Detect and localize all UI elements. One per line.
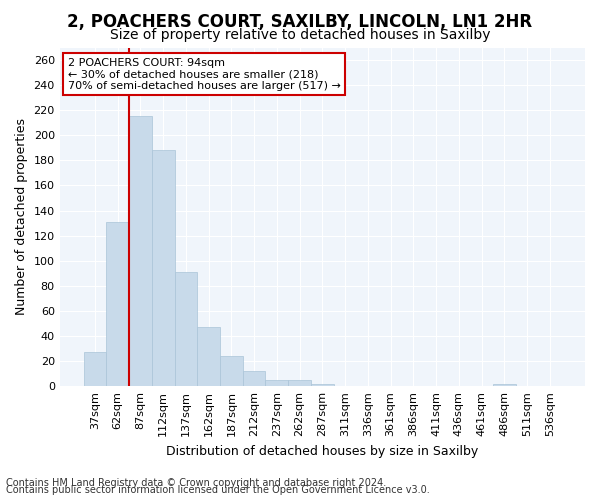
Bar (197, 327, 220, 386)
Bar (106, 222, 129, 386)
Bar (288, 380, 311, 386)
Text: 2, POACHERS COURT, SAXILBY, LINCOLN, LN1 2HR: 2, POACHERS COURT, SAXILBY, LINCOLN, LN1… (67, 12, 533, 30)
Bar (311, 384, 334, 386)
Text: 2 POACHERS COURT: 94sqm
← 30% of detached houses are smaller (218)
70% of semi-d: 2 POACHERS COURT: 94sqm ← 30% of detache… (68, 58, 340, 91)
Bar (243, 371, 265, 386)
Bar (265, 380, 288, 386)
Text: Contains HM Land Registry data © Crown copyright and database right 2024.: Contains HM Land Registry data © Crown c… (6, 478, 386, 488)
Text: Size of property relative to detached houses in Saxilby: Size of property relative to detached ho… (110, 28, 490, 42)
Bar (83, 352, 106, 386)
Bar (152, 150, 175, 386)
Bar (220, 356, 243, 386)
Bar (129, 116, 152, 386)
Text: Contains public sector information licensed under the Open Government Licence v3: Contains public sector information licen… (6, 485, 430, 495)
Y-axis label: Number of detached properties: Number of detached properties (15, 118, 28, 316)
Bar (493, 384, 515, 386)
X-axis label: Distribution of detached houses by size in Saxilby: Distribution of detached houses by size … (166, 444, 478, 458)
Bar (175, 272, 197, 386)
